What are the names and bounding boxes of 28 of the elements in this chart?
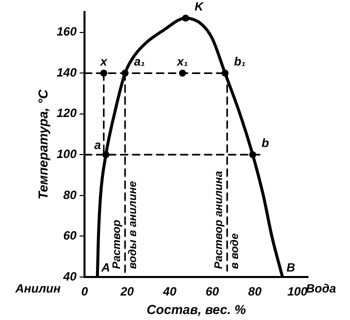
annotation: a₁ — [134, 54, 145, 68]
annotation: x₁ — [176, 54, 188, 68]
y-tick-label: 60 — [63, 228, 77, 243]
y-tick-label: 160 — [56, 24, 77, 39]
x-axis-title: Состав, вес. % — [146, 302, 246, 317]
x-tick-label: 20 — [119, 284, 134, 299]
annotation: B — [286, 260, 296, 274]
x-tick-label: 40 — [162, 284, 177, 299]
annotation: b — [262, 136, 270, 150]
annotation: A — [100, 260, 110, 274]
y-axis-title: Температура, °C — [35, 88, 50, 200]
y-tick-label: 80 — [63, 188, 77, 202]
text: Вода — [306, 281, 336, 296]
annotation: K — [194, 0, 205, 14]
x-tick-label: 0 — [81, 284, 88, 299]
y-tick-label: 100 — [56, 147, 77, 162]
text: Анилин — [14, 281, 62, 296]
x-tick-label: 100 — [287, 284, 308, 299]
annotation: Раствор воды в анилине — [111, 181, 140, 269]
annotation: Раствор анилина в воде — [213, 170, 242, 269]
y-tick-label: 140 — [56, 65, 77, 80]
y-tick-label: 40 — [62, 269, 77, 284]
x-tick-label: 60 — [206, 284, 220, 299]
y-tick-label: 120 — [56, 106, 77, 120]
x-tick-label: 80 — [248, 284, 262, 299]
annotation: b₁ — [234, 54, 246, 68]
annotation: x — [99, 54, 108, 68]
annotation: a — [94, 138, 102, 152]
